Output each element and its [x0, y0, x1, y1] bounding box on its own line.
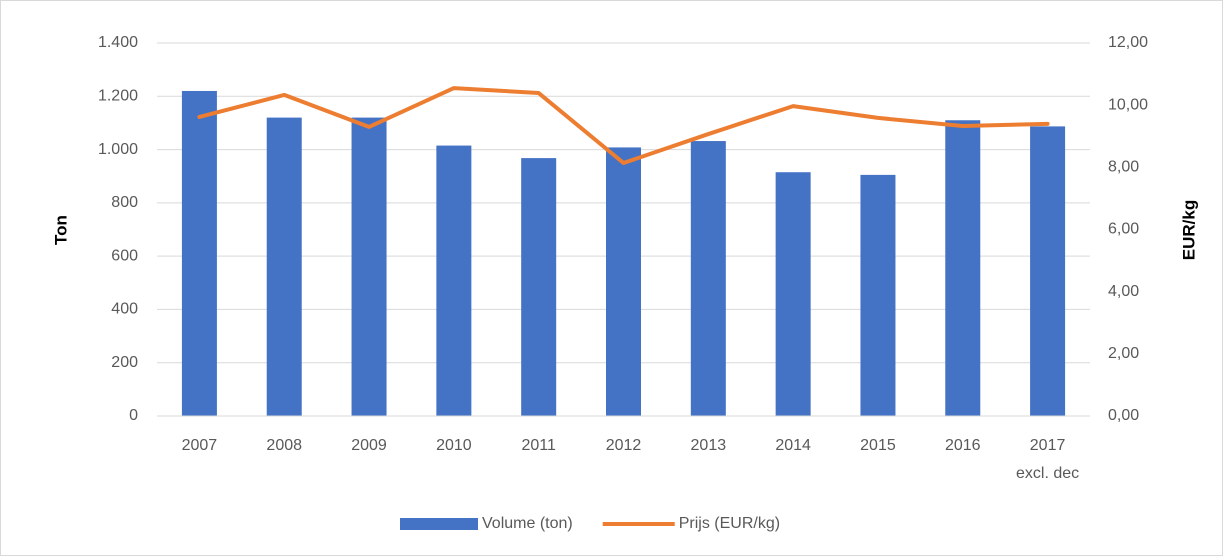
- y-tick-label: 1.200: [98, 88, 138, 105]
- y2-tick-label: 8,00: [1108, 159, 1139, 176]
- y-tick-label: 1.400: [98, 34, 138, 51]
- y-tick-label: 800: [111, 194, 138, 211]
- bar: [181, 90, 217, 416]
- x-tick-label: 2013: [691, 437, 727, 454]
- bar: [775, 172, 811, 416]
- x-tick-label: 2011: [521, 437, 556, 454]
- y-tick-label: 0: [129, 407, 138, 424]
- bar: [690, 141, 726, 416]
- line: [197, 86, 1050, 165]
- bar: [266, 117, 302, 416]
- bar: [436, 145, 472, 416]
- legend-label: Volume (ton): [482, 515, 573, 532]
- x-tick-label: 2008: [266, 437, 302, 454]
- x-tick-label: 2017 excl. dec: [1016, 437, 1079, 482]
- x-tick-label: 2010: [436, 437, 472, 454]
- bar: [351, 117, 387, 416]
- x-tick-label: 2009: [351, 437, 387, 454]
- bar: [860, 174, 896, 416]
- y2-tick-label: 12,00: [1108, 34, 1148, 51]
- x-tick-label: 2012: [606, 437, 642, 454]
- y-tick-label: 600: [111, 247, 138, 264]
- y2-tick-label: 4,00: [1108, 283, 1139, 300]
- y-tick-label: 1.000: [98, 141, 138, 158]
- x-tick-label: 2007: [182, 437, 218, 454]
- y2-tick-label: 10,00: [1108, 96, 1148, 113]
- x-tick-label: 2015: [860, 437, 896, 454]
- bar: [945, 120, 981, 416]
- x-tick-label: 2016: [945, 437, 981, 454]
- y2-tick-label: 2,00: [1108, 345, 1139, 362]
- y-axis-title: Ton: [51, 215, 70, 245]
- legend-label: Prijs (EUR/kg): [679, 515, 780, 532]
- y-tick-label: 200: [111, 354, 138, 371]
- y2-axis-title: EUR/kg: [1179, 200, 1198, 260]
- y2-tick-label: 0,00: [1108, 407, 1139, 424]
- bar: [521, 158, 557, 416]
- legend-swatch: [400, 518, 478, 530]
- bar: [1030, 126, 1066, 416]
- bar: [606, 147, 641, 416]
- x-tick-label: 2014: [775, 437, 811, 454]
- y2-tick-label: 6,00: [1108, 221, 1139, 238]
- y-tick-label: 400: [111, 301, 138, 318]
